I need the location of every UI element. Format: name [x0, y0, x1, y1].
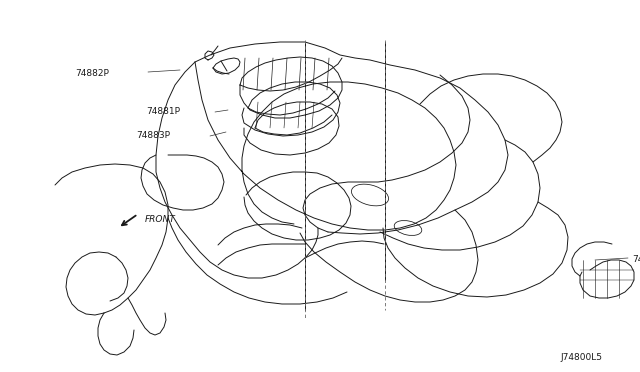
Text: 74884P: 74884P: [632, 256, 640, 264]
Text: 74883P: 74883P: [136, 131, 170, 141]
Text: FRONT: FRONT: [145, 215, 176, 224]
Text: J74800L5: J74800L5: [560, 353, 602, 362]
Text: 74881P: 74881P: [146, 108, 180, 116]
Text: 74882P: 74882P: [75, 68, 109, 77]
